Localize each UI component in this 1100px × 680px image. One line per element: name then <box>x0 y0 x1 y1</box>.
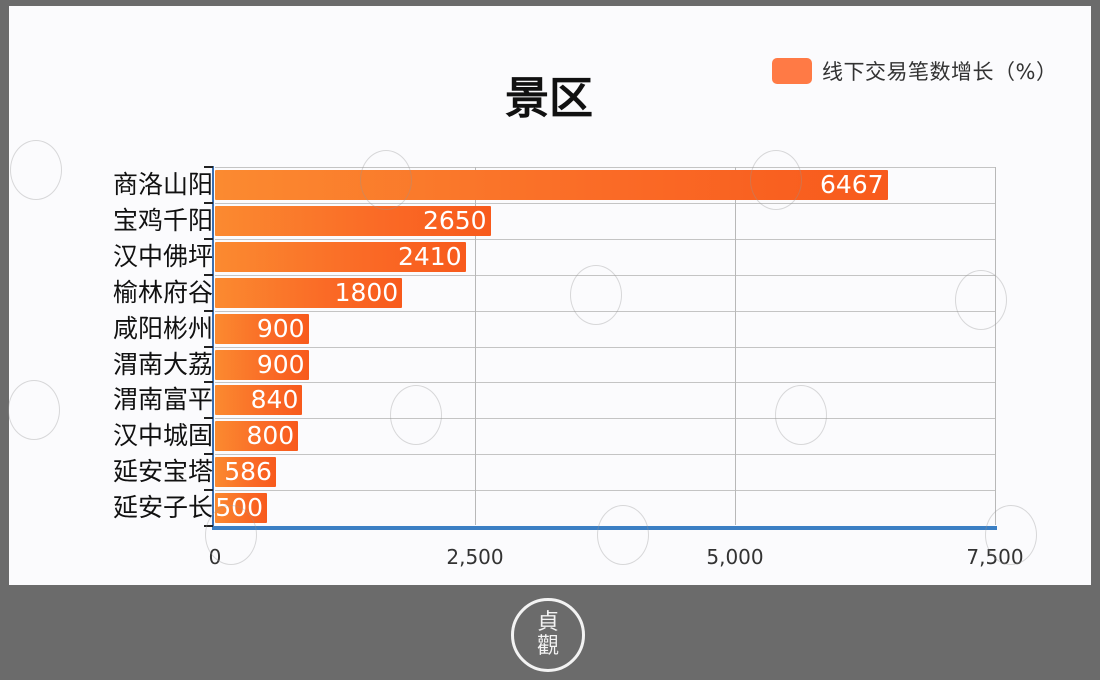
category-label: 汉中佛坪 <box>112 241 213 271</box>
bar-value-label: 2650 <box>422 205 487 235</box>
watermark-stamp-icon <box>985 505 1037 565</box>
category-label: 渭南富平 <box>112 385 213 415</box>
watermark-stamp-icon <box>390 385 442 445</box>
watermark-stamp-icon <box>955 270 1007 330</box>
legend-swatch <box>772 58 812 84</box>
legend-label: 线下交易笔数增长（%） <box>822 60 1058 84</box>
gridline-horizontal <box>215 202 995 204</box>
y-axis-tick <box>204 381 213 384</box>
bar[interactable]: 800 <box>215 421 299 452</box>
watermark-stamp-icon <box>360 150 412 210</box>
bar-value-label: 800 <box>246 421 295 451</box>
bar-value-label: 586 <box>224 457 272 487</box>
watermark-seal-logo: 貞 觀 <box>511 598 585 672</box>
bar[interactable]: 586 <box>215 457 276 488</box>
gridline-horizontal <box>215 418 995 420</box>
watermark-stamp-icon <box>205 505 257 565</box>
seal-char-bottom: 觀 <box>536 634 559 659</box>
bar[interactable]: 840 <box>215 385 303 416</box>
watermark-stamp-icon <box>597 505 649 565</box>
y-axis-tick <box>204 166 213 168</box>
bar[interactable]: 2410 <box>215 241 466 272</box>
gridline-horizontal <box>215 167 995 168</box>
gridline-vertical <box>995 167 996 525</box>
chart-title: 景区 <box>505 73 593 124</box>
bar[interactable]: 900 <box>215 313 309 344</box>
gridline-horizontal <box>215 346 995 348</box>
bar[interactable]: 2650 <box>215 205 491 236</box>
bar-value-label: 840 <box>250 385 299 415</box>
gridline-horizontal <box>215 490 995 492</box>
watermark-stamp-icon <box>8 380 60 440</box>
watermark-stamp-icon <box>10 140 62 200</box>
y-axis-tick <box>204 345 213 348</box>
gridline-horizontal <box>215 238 995 240</box>
y-axis-line <box>212 166 214 528</box>
x-axis-tick-label: 5,000 <box>706 545 764 569</box>
bar-value-label: 900 <box>256 349 305 379</box>
bar[interactable]: 1800 <box>215 277 403 308</box>
x-axis-tick-label: 2,500 <box>446 545 504 569</box>
y-axis-tick <box>204 453 213 456</box>
category-label: 汉中城固 <box>112 421 213 451</box>
category-label: 榆林府谷 <box>112 277 213 307</box>
y-axis-tick <box>204 201 213 204</box>
category-label: 咸阳彬州 <box>112 313 213 343</box>
category-label: 商洛山阳 <box>112 170 213 199</box>
category-label: 延安子长 <box>112 493 213 523</box>
seal-char-top: 貞 <box>536 610 559 635</box>
bar-value-label: 1800 <box>334 277 399 307</box>
category-label: 渭南大荔 <box>112 349 213 379</box>
watermark-stamp-icon <box>570 265 622 325</box>
y-axis-tick <box>204 417 213 420</box>
y-axis-tick <box>204 309 213 312</box>
watermark-stamp-icon <box>750 150 802 210</box>
category-label: 延安宝塔 <box>112 457 213 487</box>
gridline-vertical <box>735 167 736 525</box>
bar-value-label: 6467 <box>819 170 884 199</box>
y-axis-tick <box>204 489 213 492</box>
bar[interactable]: 900 <box>215 349 309 380</box>
gridline-horizontal <box>215 382 995 384</box>
bar-value-label: 900 <box>256 313 305 343</box>
y-axis-tick <box>204 237 213 240</box>
gridline-vertical <box>475 167 476 525</box>
legend[interactable]: 线下交易笔数增长（%） <box>772 56 1057 86</box>
watermark-stamp-icon <box>775 385 827 445</box>
chart-card <box>9 6 1091 585</box>
gridline-horizontal <box>215 454 995 456</box>
bar-value-label: 2410 <box>398 241 462 271</box>
category-label: 宝鸡千阳 <box>112 205 213 235</box>
y-axis-tick <box>204 273 213 276</box>
